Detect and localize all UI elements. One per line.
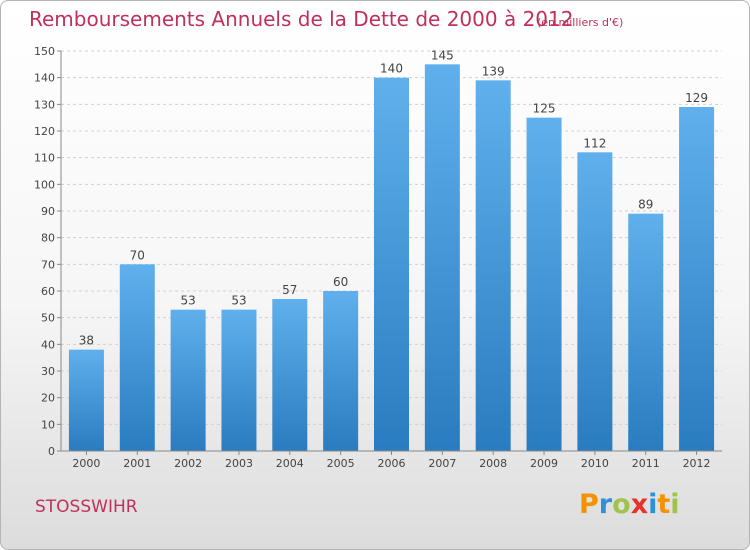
y-tick-label: 130 <box>34 98 55 111</box>
bar-2000 <box>68 349 104 451</box>
x-tick-label: 2004 <box>276 457 304 470</box>
proxiti-logo[interactable]: Proxiti <box>579 489 680 520</box>
bar-2011 <box>628 213 664 451</box>
x-tick-label: 2002 <box>174 457 202 470</box>
y-tick-label: 100 <box>34 178 55 191</box>
y-tick-label: 120 <box>34 125 55 138</box>
data-label: 112 <box>583 136 606 150</box>
bars <box>68 64 715 452</box>
logo-letter: P <box>579 489 599 520</box>
logo-letter: t <box>657 489 671 520</box>
bar-chart: 38 70 53 53 57 60 140 145 139 125 112 89 129 0 10 20 30… <box>34 45 722 470</box>
bar-2004 <box>272 299 308 451</box>
y-tick-label: 70 <box>41 258 55 271</box>
y-tick-label: 150 <box>34 45 55 58</box>
bar-2009 <box>526 117 562 452</box>
y-tick-label: 110 <box>34 152 55 165</box>
y-tick-label: 30 <box>41 365 55 378</box>
data-label: 57 <box>282 283 297 297</box>
town-name: STOSSWIHR <box>35 497 138 517</box>
data-label: 53 <box>180 294 195 308</box>
x-tick-label: 2008 <box>479 457 507 470</box>
x-tick-label: 2003 <box>225 457 253 470</box>
y-tick-label: 60 <box>41 285 55 298</box>
bar-2010 <box>577 152 613 452</box>
logo-letter: o <box>612 489 631 520</box>
data-label: 145 <box>431 48 454 62</box>
bar-2002 <box>170 309 206 451</box>
bar-2005 <box>323 291 359 451</box>
data-label: 140 <box>380 62 403 76</box>
x-tick-label: 2007 <box>428 457 456 470</box>
logo-letter: i <box>670 489 680 520</box>
chart-title: Remboursements Annuels de la Dette de 20… <box>29 7 574 31</box>
data-labels: 38 70 53 53 57 60 140 145 139 125 112 89 129 <box>79 48 708 347</box>
y-tick-label: 20 <box>41 392 55 405</box>
x-tick-label: 2009 <box>530 457 558 470</box>
bar-2007 <box>424 64 460 452</box>
logo-letter: x <box>630 489 649 520</box>
bar-2008 <box>475 80 511 451</box>
x-tick-label: 2000 <box>72 457 100 470</box>
y-tick-label: 90 <box>41 205 55 218</box>
chart-unit: (en milliers d'€) <box>537 16 624 29</box>
data-label: 89 <box>638 198 653 212</box>
x-tick-label: 2010 <box>581 457 609 470</box>
data-label: 60 <box>333 275 348 289</box>
x-tick-label: 2005 <box>327 457 355 470</box>
y-axis: 0 10 20 30 40 50 60 70 80 90 100 110 120 130 140 150 <box>34 45 62 458</box>
y-tick-label: 0 <box>48 445 55 458</box>
x-tick-label: 2012 <box>683 457 711 470</box>
x-tick-label: 2001 <box>123 457 151 470</box>
data-label: 70 <box>130 248 145 262</box>
x-tick-label: 2011 <box>632 457 660 470</box>
bar-2001 <box>119 264 155 451</box>
y-tick-label: 50 <box>41 312 55 325</box>
y-tick-label: 40 <box>41 338 55 351</box>
y-tick-label: 80 <box>41 232 55 245</box>
y-tick-label: 140 <box>34 72 55 85</box>
data-label: 139 <box>482 64 505 78</box>
logo-letter: r <box>598 489 613 520</box>
bar-2012 <box>679 107 715 451</box>
data-label: 38 <box>79 334 94 348</box>
bar-2003 <box>221 309 257 451</box>
x-tick-label: 2006 <box>378 457 406 470</box>
bar-2006 <box>374 77 409 452</box>
data-label: 53 <box>231 294 246 308</box>
data-label: 129 <box>685 91 708 105</box>
x-axis: 2000 2001 2002 2003 2004 2005 2006 2007 2008 2009… <box>61 450 722 470</box>
logo-letter: i <box>648 489 658 520</box>
data-label: 125 <box>533 102 556 116</box>
y-tick-label: 10 <box>41 418 55 431</box>
